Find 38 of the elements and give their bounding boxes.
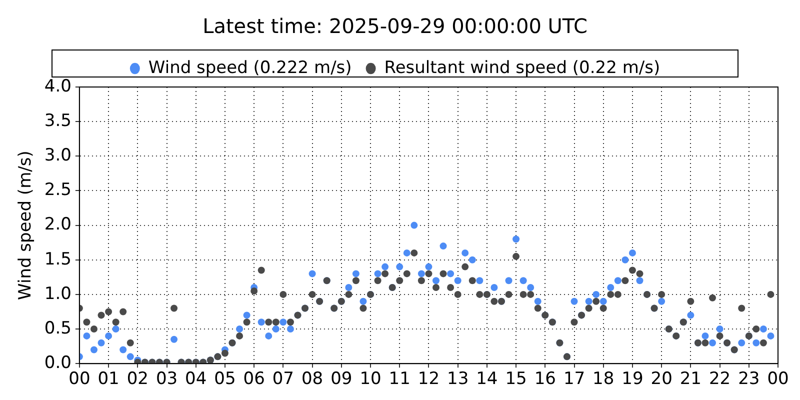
x-tick-label: 21 bbox=[680, 369, 702, 390]
y-tick-label: 3.5 bbox=[44, 110, 72, 131]
x-tick-label: 03 bbox=[156, 369, 178, 390]
x-tick-label: 11 bbox=[388, 369, 410, 390]
y-tick-label: 0.0 bbox=[44, 353, 72, 374]
y-tick-label: 1.5 bbox=[44, 249, 72, 270]
x-tick-label: 01 bbox=[98, 369, 120, 390]
x-tick-label: 14 bbox=[476, 369, 498, 390]
x-tick-label: 12 bbox=[418, 369, 440, 390]
x-tick-label: 04 bbox=[185, 369, 207, 390]
y-tick-label: 2.0 bbox=[44, 214, 72, 235]
y-tick-label: 1.0 bbox=[44, 284, 72, 304]
x-tick-label: 18 bbox=[592, 369, 614, 390]
y-axis-title: Wind speed (m/s) bbox=[16, 150, 36, 300]
x-tick-label: 00 bbox=[68, 369, 90, 390]
y-tick-label: 4.0 bbox=[44, 76, 72, 96]
x-tick-label: 13 bbox=[447, 369, 469, 390]
x-tick-label: 05 bbox=[214, 369, 236, 390]
x-tick-label: 15 bbox=[505, 369, 527, 390]
legend-label: Resultant wind speed (0.22 m/s) bbox=[384, 58, 660, 78]
chart-title: Latest time: 2025-09-29 00:00:00 UTC bbox=[202, 14, 588, 38]
x-tick-label: 19 bbox=[622, 369, 644, 390]
legend-label: Wind speed (0.222 m/s) bbox=[148, 58, 352, 78]
x-tick-label: 17 bbox=[563, 369, 586, 390]
x-tick-label: 09 bbox=[330, 369, 352, 390]
x-tick-label: 00 bbox=[767, 369, 789, 390]
y-tick-label: 2.5 bbox=[44, 180, 72, 200]
x-tick-label: 22 bbox=[708, 369, 731, 390]
x-tick-label: 10 bbox=[360, 369, 382, 390]
x-tick-label: 16 bbox=[534, 369, 556, 390]
x-tick-label: 23 bbox=[738, 369, 760, 390]
x-tick-label: 06 bbox=[243, 369, 265, 390]
x-tick-label: 02 bbox=[126, 369, 148, 390]
x-tick-label: 20 bbox=[650, 369, 672, 390]
y-tick-label: 0.5 bbox=[44, 318, 72, 338]
y-tick-label: 3.0 bbox=[44, 146, 72, 166]
x-tick-label: 08 bbox=[301, 369, 324, 390]
x-tick-label: 07 bbox=[272, 369, 294, 390]
